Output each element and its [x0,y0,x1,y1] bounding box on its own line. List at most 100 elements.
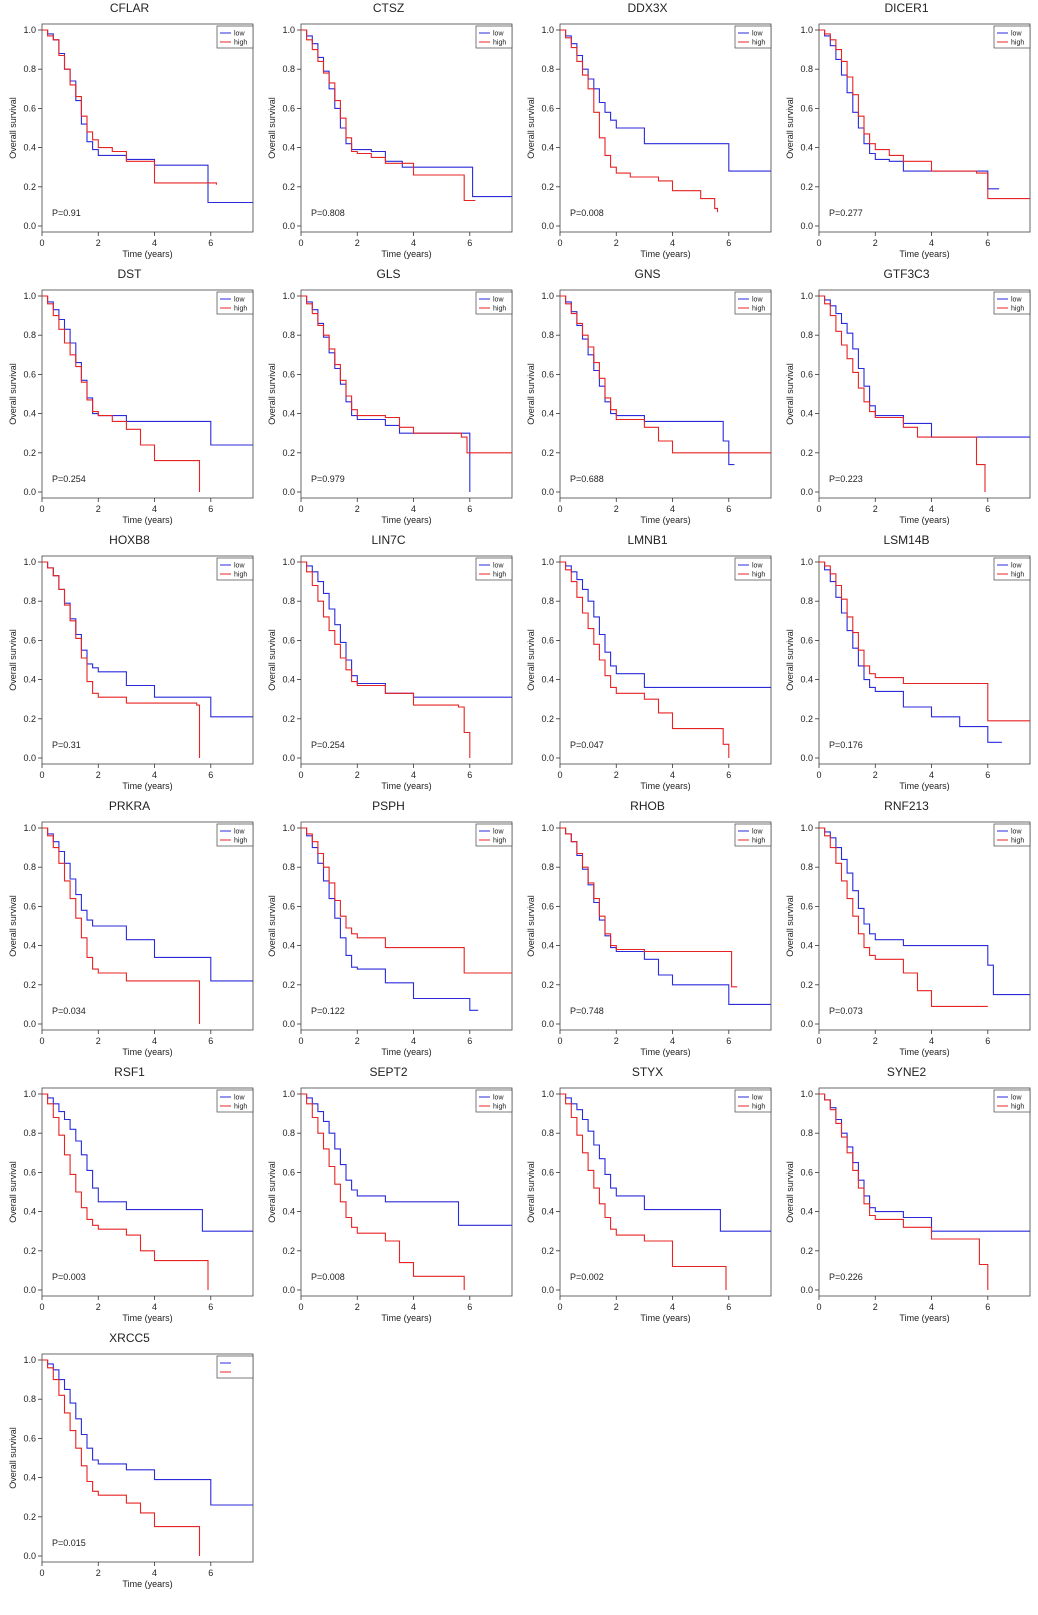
x-tick-label: 6 [985,770,990,780]
survival-curve-low [560,1093,771,1232]
survival-curve-high [819,29,1030,200]
y-tick-label: 1.0 [282,823,295,833]
x-tick-label: 4 [411,504,416,514]
y-tick-label: 0.4 [800,1207,813,1217]
y-tick-label: 1.0 [23,25,36,35]
x-tick-label: 0 [298,1036,303,1046]
legend-label-low: low [1011,829,1022,836]
legend-label-high: high [752,1104,765,1111]
km-plot-svg: 0.0 0.2 0.4 0.6 0.8 1.0 0 2 4 6 Time (years) Overal… [785,555,1031,791]
p-value-label: P=0.015 [52,1538,86,1548]
y-tick-label: 0.2 [800,714,813,724]
y-tick-label: 0.2 [23,182,36,192]
survival-curve-high [560,827,738,988]
x-tick-label: 6 [467,504,472,514]
y-tick-label: 0.4 [23,143,36,153]
legend-label-high: high [493,40,506,47]
y-tick-label: 0.6 [23,1167,36,1177]
x-tick-label: 0 [39,238,44,248]
legend-label-high: high [752,838,765,845]
y-tick-label: 0.4 [282,1207,295,1217]
y-tick-label: 0.6 [541,1167,554,1177]
plot-frame [559,821,772,1031]
legend-label-low: low [234,297,245,304]
y-tick-label: 1.0 [541,557,554,567]
x-tick-label: 4 [152,770,157,780]
survival-curve-high [301,295,512,454]
plot-frame [559,555,772,765]
y-tick-label: 0.6 [282,635,295,645]
x-tick-label: 0 [557,770,562,780]
survival-curve-low [560,827,771,1005]
x-tick-label: 4 [670,238,675,248]
y-tick-label: 0.2 [282,714,295,724]
x-tick-label: 2 [96,1036,101,1046]
survival-curve-low [819,561,1002,743]
plot-frame [559,289,772,499]
y-axis-label: Overall survival [785,363,795,425]
p-value-label: P=0.073 [829,1006,863,1016]
y-tick-label: 0.0 [800,221,813,231]
x-tick-label: 6 [467,770,472,780]
y-axis-label: Overall survival [785,1161,795,1223]
p-value-label: P=0.008 [570,208,604,218]
plot-frame [818,1087,1031,1297]
panel-title: SYNE2 [886,1065,927,1079]
x-axis-label: Time (years) [899,1047,949,1057]
x-tick-label: 6 [726,1036,731,1046]
survival-curve-high [560,561,730,758]
y-tick-label: 0.8 [800,64,813,74]
survival-curve-low [42,1359,253,1506]
y-axis-label: Overall survival [785,629,795,691]
p-value-label: P=0.034 [52,1006,86,1016]
x-tick-label: 4 [670,504,675,514]
survival-curve-high [560,29,719,213]
y-axis-label: Overall survival [267,363,277,425]
y-tick-label: 0.2 [282,980,295,990]
y-tick-label: 0.0 [282,221,295,231]
y-tick-label: 0.4 [541,143,554,153]
survival-curve-low [819,827,1030,996]
y-tick-label: 1.0 [282,25,295,35]
km-plot-svg: 0.0 0.2 0.4 0.6 0.8 1.0 0 2 4 6 Time (years) Overal… [267,1087,513,1323]
y-tick-label: 1.0 [23,1355,36,1365]
y-tick-label: 0.0 [800,1285,813,1295]
p-value-label: P=0.002 [570,1272,604,1282]
x-tick-label: 0 [298,238,303,248]
panel-title: CTSZ [372,1,405,15]
y-tick-label: 1.0 [800,557,813,567]
panel-title: STYX [631,1065,664,1079]
legend-label-high: high [234,1104,247,1111]
plot-frame [559,1087,772,1297]
km-panel-rnf213: RNF213 0.0 0.2 0.4 0.6 0.8 1.0 0 2 4 6 Time (years)… [777,798,1036,1064]
plot-frame [559,23,772,233]
y-tick-label: 1.0 [23,823,36,833]
survival-curve-high [42,561,201,758]
y-tick-label: 1.0 [541,291,554,301]
x-tick-label: 0 [816,238,821,248]
x-tick-label: 2 [96,1568,101,1578]
p-value-label: P=0.226 [829,1272,863,1282]
x-tick-label: 4 [152,1036,157,1046]
x-tick-label: 4 [670,770,675,780]
y-tick-label: 1.0 [282,557,295,567]
y-axis-label: Overall survival [267,629,277,691]
km-panel-prkra: PRKRA 0.0 0.2 0.4 0.6 0.8 1.0 0 2 4 6 Time (years) O… [0,798,259,1064]
km-panel-xrcc5: XRCC5 0.0 0.2 0.4 0.6 0.8 1.0 0 2 4 6 Time (years) O… [0,1330,259,1596]
y-tick-label: 0.0 [541,487,554,497]
x-tick-label: 0 [39,1302,44,1312]
x-axis-label: Time (years) [640,515,690,525]
km-panel-rsf1: RSF1 0.0 0.2 0.4 0.6 0.8 1.0 0 2 4 6 Time (years) Ov… [0,1064,259,1330]
km-panel-gtf3c3: GTF3C3 0.0 0.2 0.4 0.6 0.8 1.0 0 2 4 6 Time (years)… [777,266,1036,532]
y-tick-label: 0.8 [282,596,295,606]
panel-title: RSF1 [114,1065,145,1079]
y-tick-label: 0.2 [282,448,295,458]
y-tick-label: 0.4 [541,941,554,951]
legend-label-high: high [234,572,247,579]
p-value-label: P=0.176 [829,740,863,750]
survival-curve-high [42,1359,201,1556]
plot-frame [41,555,254,765]
y-axis-label: Overall survival [526,363,536,425]
y-tick-label: 0.6 [541,369,554,379]
legend-label-high: high [1011,40,1024,47]
